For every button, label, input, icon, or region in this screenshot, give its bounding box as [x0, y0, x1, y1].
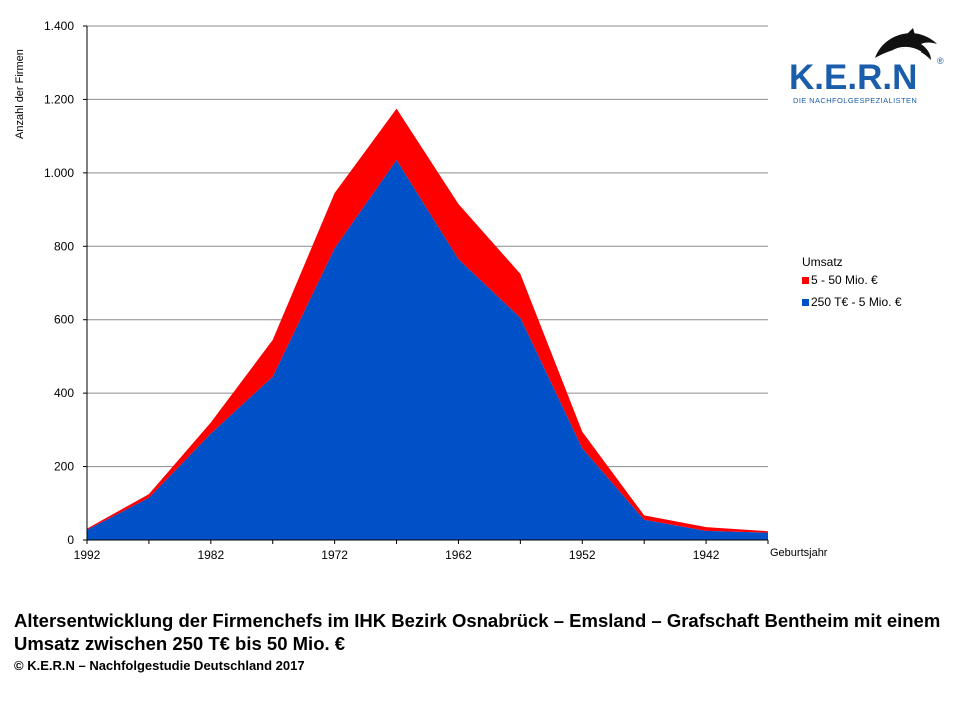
legend-swatch [802, 299, 809, 306]
x-tick-labels: 1992 1982 1972 1962 1952 1942 [74, 548, 720, 562]
y-tick-label: 1.000 [44, 166, 74, 180]
x-tick-label: 1982 [197, 548, 224, 562]
dolphin-icon [875, 28, 937, 60]
y-tick-label: 800 [54, 239, 74, 253]
x-tick-label: 1962 [445, 548, 472, 562]
logo-registered: ® [937, 56, 944, 66]
legend-entry: 5 - 50 Mio. € [811, 273, 878, 287]
y-tick-label: 1.200 [44, 92, 74, 106]
legend-swatch [802, 277, 809, 284]
copyright-note: © K.E.R.N – Nachfolgestudie Deutschland … [14, 658, 305, 673]
x-tick-label: 1952 [569, 548, 596, 562]
y-axis-label: Anzahl der Firmen [14, 49, 26, 139]
chart: 0 200 400 600 800 1.000 1.200 1.400 1992 1982 197… [14, 19, 902, 562]
logo-wordmark: K.E.R.N [789, 58, 918, 97]
y-tick-label: 200 [54, 460, 74, 474]
area-series-1 [87, 160, 768, 540]
x-axis-label: Geburtsjahr [770, 547, 828, 559]
y-tick-labels: 0 200 400 600 800 1.000 1.200 1.400 [44, 19, 74, 547]
chart-areas [87, 108, 768, 540]
y-tick-label: 0 [67, 533, 74, 547]
x-tick-label: 1942 [693, 548, 720, 562]
x-tick-label: 1972 [321, 548, 348, 562]
area-series-2 [87, 108, 768, 533]
y-tick-label: 1.400 [44, 19, 74, 33]
y-tick-label: 600 [54, 313, 74, 327]
axes [83, 25, 769, 544]
logo-tagline: DIE NACHFOLGESPEZIALISTEN [793, 96, 918, 105]
legend-entry: 250 T€ - 5 Mio. € [811, 295, 902, 309]
legend: Umsatz 5 - 50 Mio. € 250 T€ - 5 Mio. € [802, 255, 902, 309]
y-tick-label: 400 [54, 386, 74, 400]
x-tick-label: 1992 [74, 548, 101, 562]
legend-title: Umsatz [802, 255, 843, 269]
kern-logo: K.E.R.N ® DIE NACHFOLGESPEZIALISTEN [783, 28, 953, 108]
figure-caption: Altersentwicklung der Firmenchefs im IHK… [14, 610, 941, 654]
